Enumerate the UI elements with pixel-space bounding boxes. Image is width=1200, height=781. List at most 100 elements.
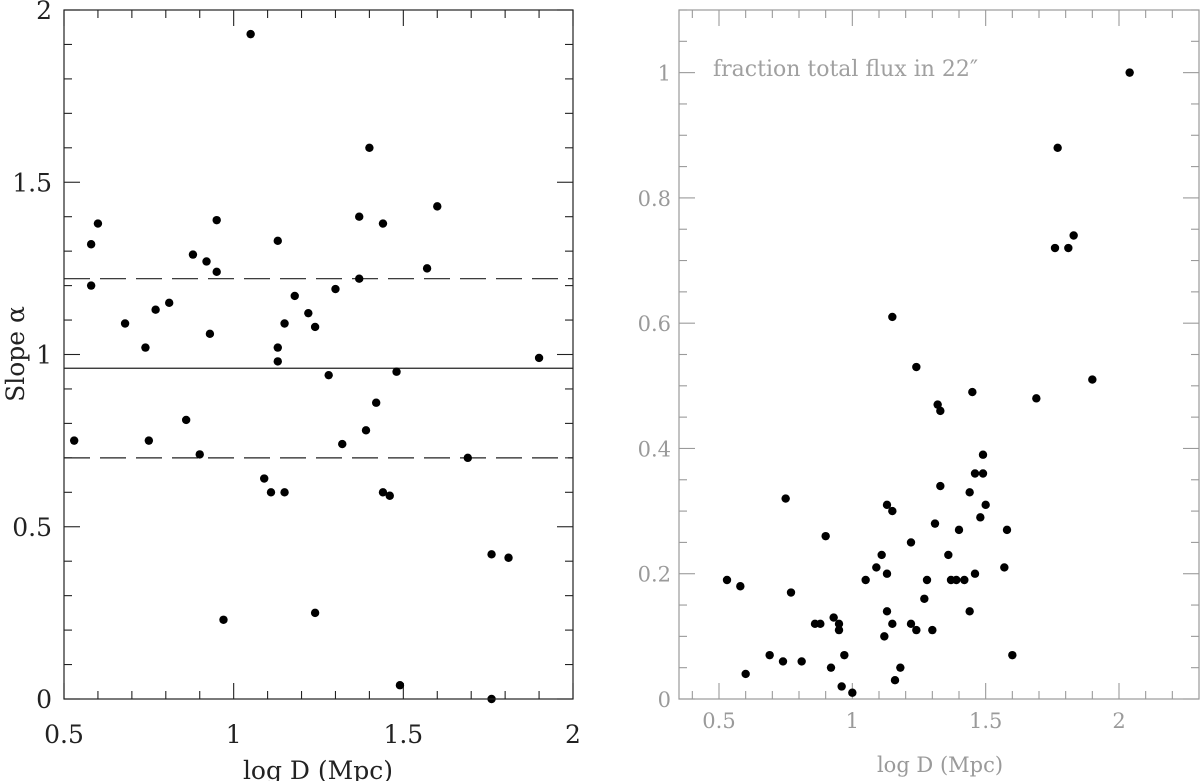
- left-data-point: [212, 267, 221, 277]
- right-data-point: [781, 494, 790, 503]
- left-y-axis-label: Slope α: [1, 306, 30, 402]
- left-data-point: [395, 681, 405, 690]
- right-data-point: [1125, 68, 1134, 77]
- left-data-point: [338, 439, 347, 449]
- left-data-point: [385, 491, 394, 500]
- right-data-point: [834, 625, 844, 635]
- right-data-point: [1000, 563, 1009, 572]
- left-reference-lines: [64, 278, 573, 459]
- left-data-point: [86, 240, 96, 249]
- left-data-point: [273, 236, 282, 246]
- right-data-point: [922, 575, 932, 585]
- left-data-point: [280, 319, 289, 328]
- left-data-point: [310, 322, 320, 332]
- left-data-point: [205, 329, 215, 339]
- right-x-axis-label: log D (Mpc): [877, 753, 1003, 777]
- left-x-tick-label: 1.5: [383, 720, 423, 749]
- left-data-point: [534, 353, 544, 363]
- left-data-point: [290, 291, 299, 301]
- right-data-point: [816, 619, 825, 629]
- right-data-points: [722, 68, 1134, 697]
- left-data-point: [355, 274, 364, 283]
- right-data-point: [981, 500, 990, 510]
- left-data-point: [188, 250, 198, 259]
- left-data-point: [273, 357, 282, 366]
- right-data-point: [821, 531, 830, 541]
- left-data-point: [86, 281, 96, 290]
- left-data-point: [310, 608, 320, 618]
- left-data-point: [280, 488, 289, 497]
- right-tick-labels: 0.5 1 1.5 2 0 0.2 0.4 0.6 0.8 1: [638, 62, 1126, 733]
- right-data-point: [888, 506, 897, 516]
- right-data-point: [944, 550, 953, 560]
- right-data-point: [968, 387, 977, 397]
- right-data-point: [1050, 243, 1060, 253]
- right-data-point: [906, 619, 916, 629]
- right-data-point: [1008, 650, 1017, 660]
- right-data-point: [936, 406, 945, 416]
- right-x-tick-label: 0.5: [702, 709, 735, 733]
- right-data-point: [976, 513, 985, 522]
- left-data-point: [164, 298, 174, 308]
- left-y-tick-label: 1.5: [12, 168, 52, 197]
- left-data-point: [202, 257, 211, 266]
- right-data-point: [797, 657, 806, 666]
- right-data-point: [722, 575, 732, 585]
- right-y-tick-label: 0.6: [638, 312, 671, 336]
- right-data-point: [960, 575, 969, 585]
- right-data-point: [741, 669, 750, 679]
- left-x-tick-label: 0.5: [44, 720, 84, 749]
- left-data-point: [331, 284, 340, 294]
- right-data-point: [1069, 231, 1078, 240]
- left-y-tick-label: 2: [36, 0, 52, 25]
- right-y-tick-label: 1: [658, 62, 671, 86]
- right-data-point: [882, 569, 892, 578]
- left-data-point: [365, 143, 374, 152]
- right-data-point: [970, 469, 980, 478]
- left-data-point: [69, 436, 79, 445]
- right-x-tick-label: 1.5: [969, 709, 1002, 733]
- right-data-point: [1053, 143, 1062, 152]
- right-x-tick-label: 1: [846, 709, 859, 733]
- left-data-point: [151, 305, 160, 314]
- right-data-point: [880, 632, 889, 641]
- right-data-point: [765, 650, 774, 660]
- right-y-tick-label: 0.8: [638, 187, 671, 211]
- right-data-point: [912, 625, 921, 635]
- left-y-tick-label: 0.5: [12, 513, 52, 542]
- left-y-tick-label: 0: [36, 685, 52, 714]
- right-data-point: [952, 575, 961, 585]
- left-data-point: [219, 615, 228, 624]
- left-scatter-panel: 0.5 1 1.5 2 0 0.5 1 1.5 2 log D (Mpc) Slope α: [1, 0, 581, 781]
- left-data-point: [422, 264, 432, 273]
- right-data-point: [1002, 525, 1012, 535]
- left-data-point: [324, 370, 333, 380]
- right-data-point: [736, 582, 745, 591]
- left-data-point: [246, 29, 255, 39]
- left-data-point: [273, 343, 282, 352]
- right-data-point: [882, 607, 892, 616]
- left-data-point: [181, 415, 191, 425]
- right-data-point: [877, 550, 886, 560]
- right-data-point: [778, 657, 788, 666]
- right-y-tick-label: 0.4: [638, 437, 671, 461]
- right-data-point: [936, 481, 945, 491]
- right-data-point: [1032, 394, 1041, 403]
- right-data-point: [786, 588, 796, 597]
- right-data-point: [965, 488, 974, 497]
- left-data-point: [212, 215, 221, 225]
- left-x-axis-label: log D (Mpc): [243, 756, 393, 781]
- right-x-tick-label: 2: [1112, 709, 1125, 733]
- right-data-point: [888, 619, 897, 629]
- left-x-tick-label: 1: [226, 720, 242, 749]
- right-data-point: [1088, 375, 1097, 384]
- left-data-point: [504, 553, 513, 562]
- right-data-point: [826, 663, 836, 672]
- left-data-point: [260, 474, 269, 483]
- left-data-point: [144, 436, 154, 445]
- left-data-point: [463, 453, 473, 463]
- left-data-points: [69, 29, 544, 704]
- right-data-point: [954, 525, 964, 535]
- left-x-tick-label: 2: [565, 720, 581, 749]
